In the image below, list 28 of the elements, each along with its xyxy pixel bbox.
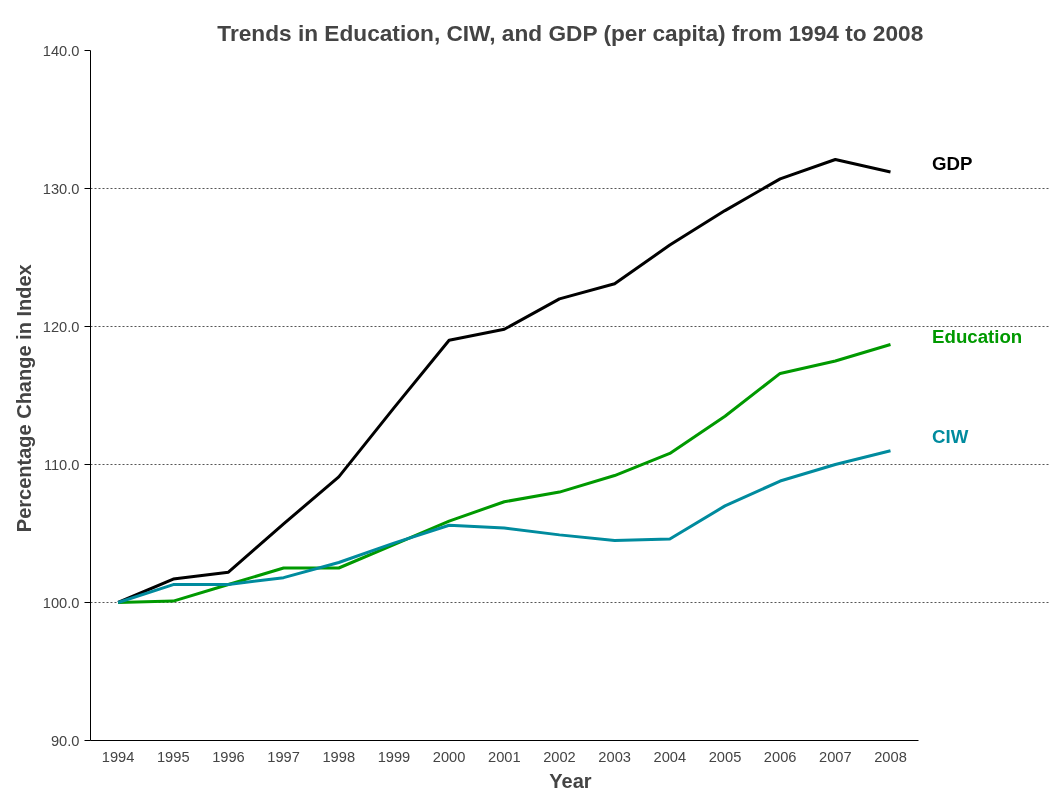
x-tick-label: 1998 [322,748,356,765]
x-tick-label: 1994 [101,748,135,765]
x-axis-title: Year [549,769,592,792]
x-tick-label: 2006 [763,748,797,765]
x-tick-label: 2007 [819,748,852,765]
y-tick-label: 100.0 [42,594,80,611]
y-tick-label: 130.0 [42,180,80,197]
x-tick-label: 1996 [212,748,245,765]
text: GDP [932,153,973,175]
y-tick-label: 90.0 [50,732,80,749]
text: CIW [932,426,969,448]
y-tick-label: 110.0 [43,456,80,473]
x-tick-label: 2001 [487,748,521,765]
x-tick-label: 1997 [267,748,300,765]
line-series [116,449,892,604]
y-axis-title: Percentage Change in Index [12,264,35,533]
y-tick-label: 140.0 [42,42,80,59]
text: Education [932,325,1023,347]
x-tick-label: 1999 [377,748,411,765]
x-tick-label: 2008 [874,748,907,765]
x-tick-label: 1995 [156,748,190,765]
y-tick-label: 120.0 [42,318,80,335]
chart-title: Trends in Education, CIW, and GDP (per capita) from 1994 to 2008 [217,19,924,46]
x-tick-label: 2000 [432,748,466,765]
x-tick-label: 2005 [708,748,742,765]
x-tick-label: 2004 [653,748,687,765]
x-tick-label: 2003 [598,748,631,765]
x-tick-label: 2002 [543,748,576,765]
